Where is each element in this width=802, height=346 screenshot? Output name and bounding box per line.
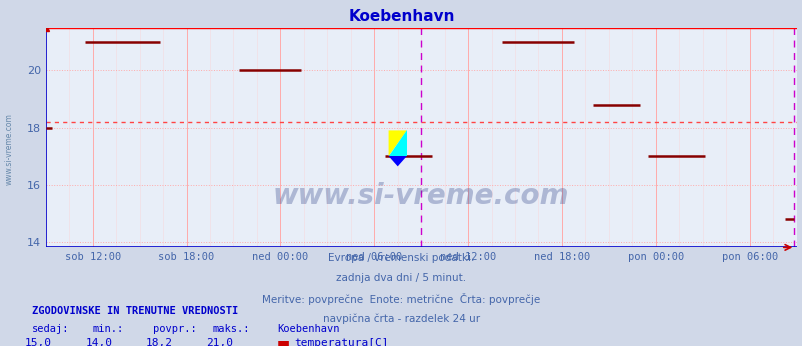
Text: min.:: min.: — [92, 324, 124, 334]
Text: Koebenhavn: Koebenhavn — [277, 324, 339, 334]
Text: ZGODOVINSKE IN TRENUTNE VREDNOSTI: ZGODOVINSKE IN TRENUTNE VREDNOSTI — [32, 306, 238, 316]
Polygon shape — [388, 130, 407, 156]
Polygon shape — [388, 130, 407, 156]
Text: zadnja dva dni / 5 minut.: zadnja dva dni / 5 minut. — [336, 273, 466, 283]
Text: ■: ■ — [277, 338, 290, 346]
Text: 18,2: 18,2 — [145, 338, 172, 346]
Text: www.si-vreme.com: www.si-vreme.com — [273, 182, 569, 210]
Text: 21,0: 21,0 — [205, 338, 233, 346]
Text: sedaj:: sedaj: — [32, 324, 70, 334]
Text: maks.:: maks.: — [213, 324, 250, 334]
Text: www.si-vreme.com: www.si-vreme.com — [5, 113, 14, 185]
Text: Evropa / vremenski podatki.: Evropa / vremenski podatki. — [328, 253, 474, 263]
Text: navpična črta - razdelek 24 ur: navpična črta - razdelek 24 ur — [322, 313, 480, 324]
Text: 15,0: 15,0 — [25, 338, 52, 346]
Text: 14,0: 14,0 — [85, 338, 112, 346]
Text: Meritve: povprečne  Enote: metrične  Črta: povprečje: Meritve: povprečne Enote: metrične Črta:… — [262, 293, 540, 306]
Text: povpr.:: povpr.: — [152, 324, 196, 334]
Polygon shape — [388, 156, 407, 166]
Text: temperatura[C]: temperatura[C] — [294, 338, 389, 346]
Text: Koebenhavn: Koebenhavn — [348, 9, 454, 24]
